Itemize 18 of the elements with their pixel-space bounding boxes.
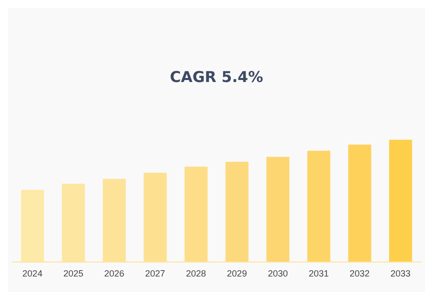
x-tick-label: 2030 bbox=[268, 268, 288, 278]
bar bbox=[266, 156, 290, 262]
x-tick-label: 2031 bbox=[308, 268, 329, 278]
bar bbox=[348, 144, 372, 262]
bar bbox=[21, 190, 44, 262]
x-tick-label: 2033 bbox=[390, 268, 411, 278]
bar bbox=[307, 150, 330, 262]
bar bbox=[389, 140, 412, 262]
x-tick-label: 2029 bbox=[226, 268, 247, 278]
bar bbox=[184, 166, 208, 262]
x-tick-label: 2025 bbox=[63, 268, 84, 278]
chart-title: CAGR 5.4% bbox=[168, 68, 264, 86]
x-tick-label: 2027 bbox=[145, 268, 166, 278]
x-tick-label: 2032 bbox=[350, 268, 370, 278]
x-tick-label: 2024 bbox=[22, 268, 42, 278]
x-tick-label: 2028 bbox=[186, 268, 206, 278]
bar bbox=[226, 162, 248, 262]
x-tick-label: 2026 bbox=[104, 268, 124, 278]
